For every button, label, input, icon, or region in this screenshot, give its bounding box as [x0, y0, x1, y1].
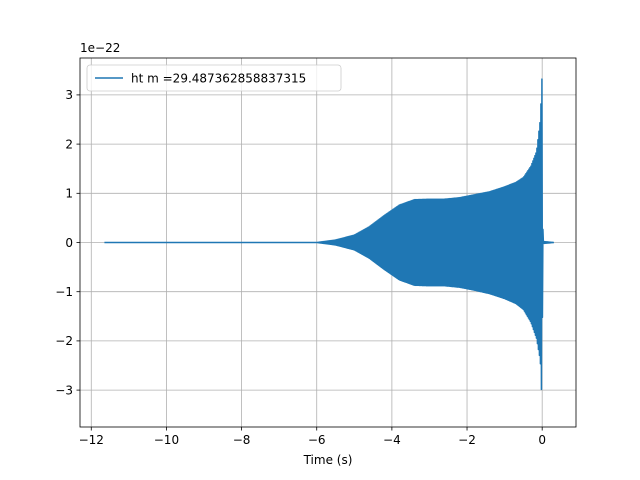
y-tick-label: 2	[65, 137, 73, 151]
x-tick-label: −6	[308, 433, 326, 447]
x-tick-label: −10	[154, 433, 179, 447]
x-tick-label: −4	[383, 433, 401, 447]
x-tick-label: 0	[538, 433, 546, 447]
series-line	[104, 78, 555, 391]
legend-entry-label: ht m =29.487362858837315	[131, 72, 306, 86]
x-tick-label: −2	[458, 433, 476, 447]
y-tick-label: −3	[55, 383, 73, 397]
y-tick-label: −2	[55, 334, 73, 348]
y-tick-label: 1	[65, 187, 73, 201]
legend: ht m =29.487362858837315	[86, 64, 342, 92]
x-tick-label: −12	[79, 433, 104, 447]
legend-box	[86, 64, 342, 92]
y-tick-label: 3	[65, 88, 73, 102]
y-axis-offset-label: 1e−22	[80, 41, 120, 55]
x-axis-label: Time (s)	[303, 453, 353, 467]
y-axis-ticks: −3 −2 −1 0 1 2 3	[55, 88, 80, 397]
y-tick-label: −1	[55, 285, 73, 299]
x-tick-label: −8	[233, 433, 251, 447]
x-axis-ticks: −12 −10 −8 −6 −4 −2 0	[79, 427, 546, 447]
y-tick-label: 0	[65, 236, 73, 250]
plot-series	[104, 78, 555, 391]
